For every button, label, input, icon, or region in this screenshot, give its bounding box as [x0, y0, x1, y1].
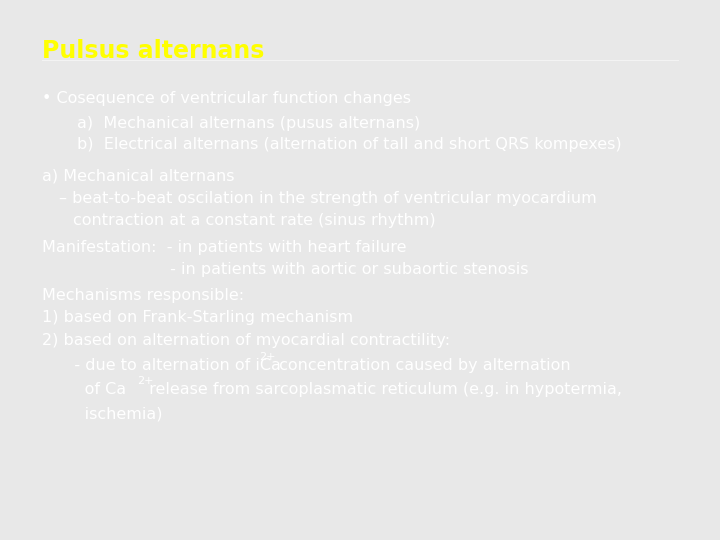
Text: b)  Electrical alternans (alternation of tall and short QRS kompexes): b) Electrical alternans (alternation of …: [76, 137, 621, 152]
Text: 2+: 2+: [138, 376, 154, 386]
Text: Manifestation:  - in patients with heart failure: Manifestation: - in patients with heart …: [42, 240, 407, 255]
Text: Mechanisms responsible:: Mechanisms responsible:: [42, 288, 244, 303]
Text: • Cosequence of ventricular function changes: • Cosequence of ventricular function cha…: [42, 91, 411, 106]
Text: 1) based on Frank-Starling mechanism: 1) based on Frank-Starling mechanism: [42, 310, 354, 326]
Text: - in patients with aortic or subaortic stenosis: - in patients with aortic or subaortic s…: [42, 262, 528, 276]
Text: a) Mechanical alternans: a) Mechanical alternans: [42, 168, 235, 184]
Text: a)  Mechanical alternans (pusus alternans): a) Mechanical alternans (pusus alternans…: [76, 116, 420, 131]
Text: Pulsus alternans: Pulsus alternans: [42, 39, 264, 63]
Text: release from sarcoplasmatic reticulum (e.g. in hypotermia,: release from sarcoplasmatic reticulum (e…: [144, 382, 622, 397]
Text: - due to alternation of iCa: - due to alternation of iCa: [59, 358, 282, 373]
Text: 2+: 2+: [259, 352, 276, 362]
Text: – beat-to-beat oscilation in the strength of ventricular myocardium: – beat-to-beat oscilation in the strengt…: [59, 191, 597, 206]
Text: concentration caused by alternation: concentration caused by alternation: [274, 358, 571, 373]
Text: ischemia): ischemia): [59, 407, 163, 422]
Text: contraction at a constant rate (sinus rhythm): contraction at a constant rate (sinus rh…: [73, 213, 436, 228]
Text: 2) based on alternation of myocardial contractility:: 2) based on alternation of myocardial co…: [42, 333, 450, 348]
Text: of Ca: of Ca: [59, 382, 127, 397]
